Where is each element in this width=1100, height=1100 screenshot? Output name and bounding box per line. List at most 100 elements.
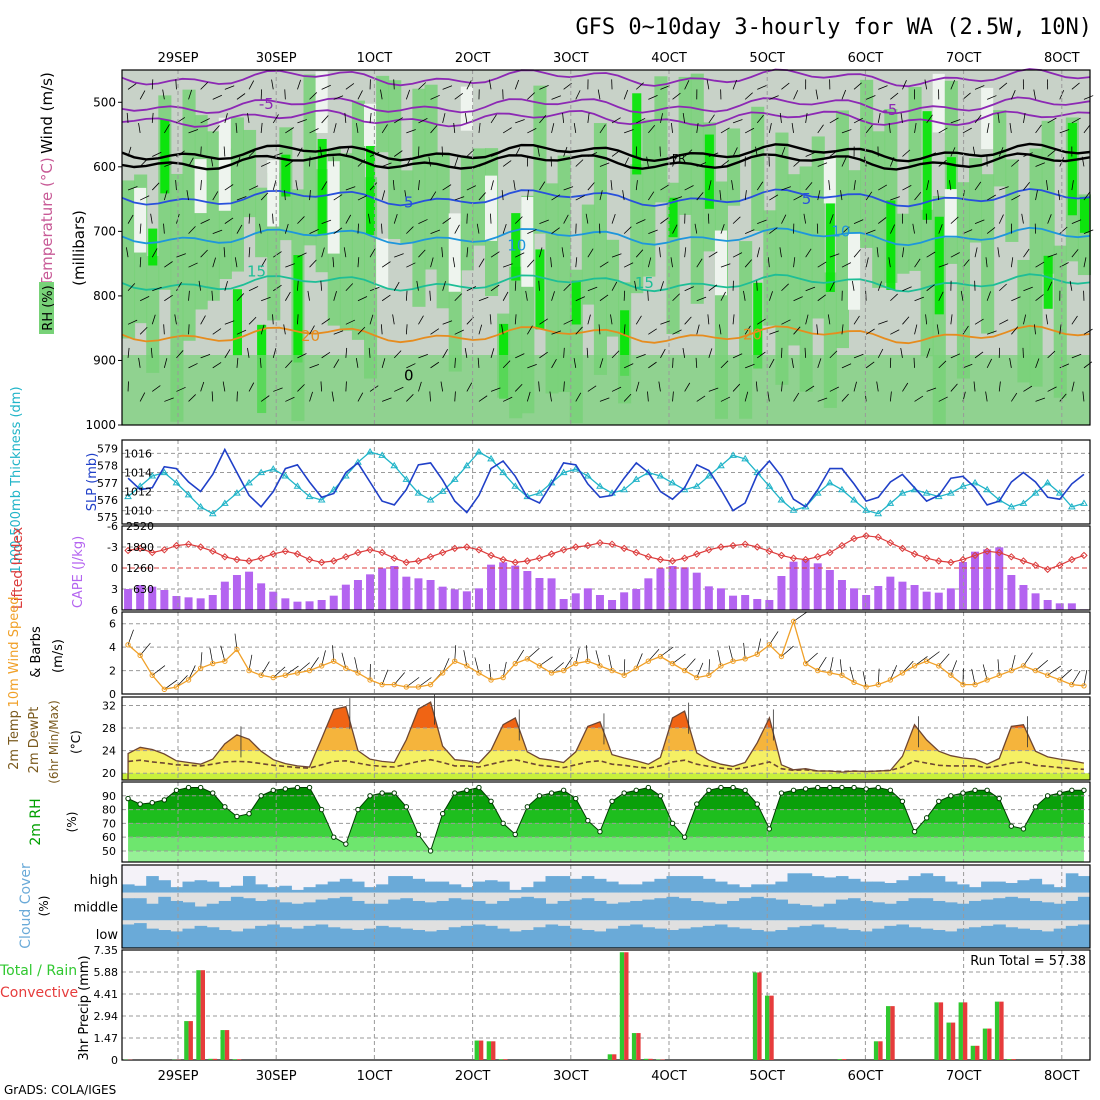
wind-barb <box>890 293 898 302</box>
cloud-bar <box>158 896 171 921</box>
wind-barb <box>672 156 677 167</box>
cloud-bar <box>412 900 425 921</box>
date-tick-label: 4OCT <box>651 51 687 66</box>
rh-cell <box>632 93 642 175</box>
precip-conv-bar <box>999 1001 1004 1060</box>
cape-bar <box>850 588 859 610</box>
cape-bar <box>958 562 967 610</box>
wind-barb <box>454 156 459 167</box>
cloud-bar <box>194 880 208 893</box>
wind-barb <box>914 296 925 302</box>
cape-bar <box>874 586 883 610</box>
wind-barb <box>623 262 634 268</box>
wind-barb <box>333 359 340 369</box>
wind-barb <box>575 257 578 268</box>
cape-bar <box>644 578 653 610</box>
li-point <box>378 548 386 557</box>
cloud-bar <box>654 898 667 921</box>
wind-barb <box>285 263 295 268</box>
rh-cell <box>1079 196 1089 233</box>
wind-barb <box>732 353 743 359</box>
wind10m-barbs-label: & Barbs <box>29 626 44 678</box>
wind-barb <box>598 324 601 335</box>
wind-barb <box>1023 286 1033 292</box>
wind-barb <box>357 296 368 302</box>
wind-barb <box>1023 248 1030 258</box>
wind-barb <box>768 123 772 134</box>
wind-barb <box>732 79 738 90</box>
cloud-bar <box>823 877 837 893</box>
wind-barb <box>1047 350 1056 359</box>
wind-barb <box>575 195 585 201</box>
wind-barb <box>188 324 190 335</box>
li-point <box>898 544 907 553</box>
temp-base-band <box>122 773 1090 780</box>
wind-barb <box>865 95 876 100</box>
wind-barb <box>442 184 452 191</box>
wind-barb <box>779 112 782 123</box>
wind-barb <box>791 357 794 368</box>
date-tick-label: 7OCT <box>946 51 982 66</box>
precip-total-bar <box>631 1033 637 1060</box>
wind-barb <box>224 113 228 124</box>
rh-cell <box>775 132 789 385</box>
wind-barb <box>755 146 758 157</box>
wind-barb <box>926 152 937 157</box>
wind-barb <box>587 385 597 392</box>
wind-barb <box>853 180 856 191</box>
wind-barb <box>321 352 331 359</box>
rh2m-point <box>911 828 918 835</box>
thickness-point <box>426 496 435 503</box>
wind-barb <box>176 350 184 359</box>
cloud-bar <box>388 899 401 921</box>
thickness-point <box>922 489 931 496</box>
temp2m-tick-label: 24 <box>102 745 116 758</box>
rh2m-point <box>984 787 990 793</box>
wind-barb <box>151 79 154 90</box>
wind-barb <box>549 391 552 402</box>
wind10m-point <box>573 660 579 667</box>
wind-barb <box>440 381 444 392</box>
precip-conv-bar <box>624 952 629 1060</box>
wind-barb <box>743 290 746 301</box>
date-tick-label: 5OCT <box>749 51 785 66</box>
cloud-bar <box>122 924 135 948</box>
wind-barb <box>442 85 453 90</box>
li-point <box>850 534 858 543</box>
wind-barb <box>212 229 223 234</box>
wind-barb <box>357 90 363 100</box>
rh2m-point <box>270 787 276 793</box>
wind-barb <box>694 223 698 234</box>
rh2m-point <box>585 817 591 824</box>
cloud-bar <box>255 900 268 921</box>
li-point <box>293 550 302 558</box>
li-point <box>995 548 1003 557</box>
precip-frame <box>121 949 1091 1061</box>
wind-barb <box>539 181 546 191</box>
rh2m-point <box>669 820 676 827</box>
wind-barb <box>708 114 715 124</box>
cloud-bar <box>545 903 559 921</box>
li-point <box>1007 553 1016 561</box>
wind-barb <box>1083 191 1091 201</box>
cape-bar <box>571 593 580 610</box>
li-point <box>596 539 604 547</box>
wind-barb <box>513 180 516 191</box>
cloud-bar <box>557 876 571 893</box>
cloud-bar <box>436 900 450 921</box>
cloud-bar <box>823 903 837 921</box>
cloud-bar <box>1005 927 1018 948</box>
thickness-point <box>124 492 132 500</box>
wind-barb <box>622 190 625 201</box>
cloud-unit-label: (%) <box>37 896 51 917</box>
wind-barb <box>442 217 452 224</box>
cape-bar <box>293 601 302 610</box>
wind-barb <box>551 330 562 335</box>
wind-barb <box>343 247 347 258</box>
wind-barb <box>234 257 238 268</box>
wind-barb <box>950 216 959 224</box>
wind-barb <box>744 229 755 234</box>
thickness-point <box>475 448 483 455</box>
cape-bar <box>656 568 665 610</box>
cloud-bar <box>182 881 196 893</box>
